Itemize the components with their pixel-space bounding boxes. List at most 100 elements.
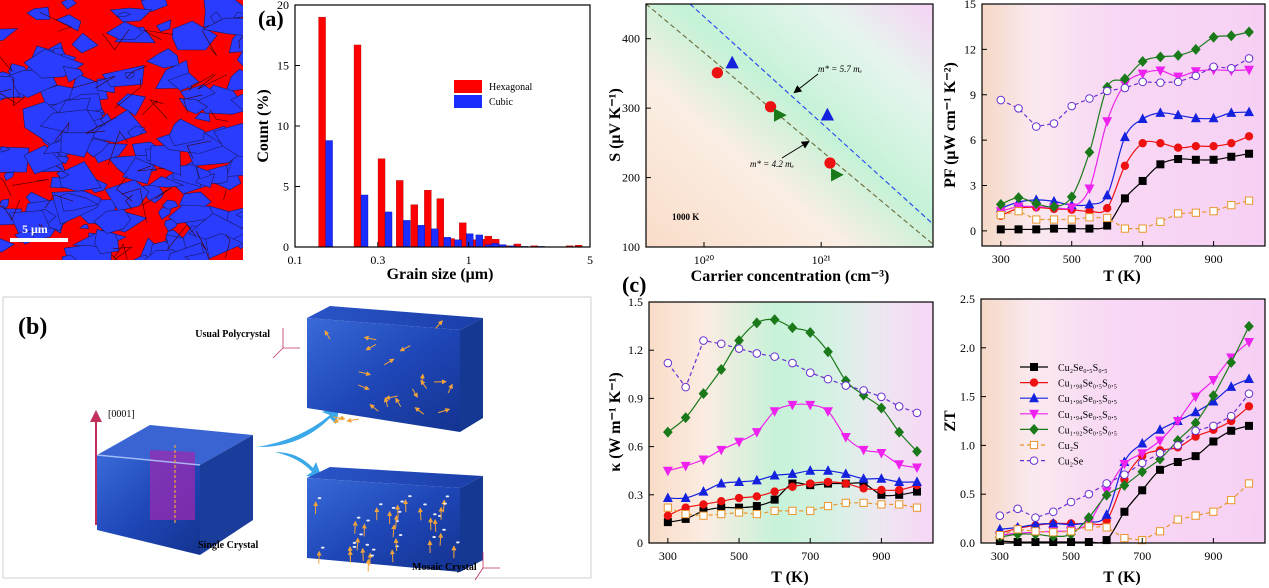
y-tick-label: 1.5 <box>628 295 643 309</box>
data-point <box>1191 155 1200 164</box>
data-point <box>1084 538 1093 547</box>
data-point <box>1208 112 1219 123</box>
data-point <box>663 358 673 368</box>
data-point <box>1244 402 1254 411</box>
data-point <box>1227 495 1236 505</box>
data-point <box>1103 204 1112 213</box>
orientation-arrow <box>432 518 438 532</box>
data-point <box>1014 225 1023 234</box>
crystal-schematic: (b) [0001] Single Crystal Usual Polycrys… <box>2 296 592 581</box>
data-point <box>716 478 727 488</box>
data-point <box>1102 523 1111 532</box>
data-point <box>1172 416 1183 427</box>
data-point <box>734 476 745 486</box>
cubic-grain <box>233 12 243 18</box>
cubic-grain <box>109 7 153 23</box>
grain-boundary <box>121 188 147 223</box>
c-axis-label: [0001] <box>108 409 135 420</box>
highlight <box>366 519 370 522</box>
data-point <box>820 107 835 121</box>
y-axis-title: S (μV K⁻¹) <box>607 88 624 162</box>
grain-boundary <box>44 194 74 209</box>
data-point <box>711 67 723 79</box>
y-tick-label: 300 <box>622 101 640 115</box>
annotation-m-5-7: m* = 5.7 mₑ <box>818 64 863 74</box>
grain-boundary <box>195 230 207 251</box>
cubic-grain <box>230 93 243 111</box>
data-point <box>770 487 779 496</box>
cubic-grain <box>236 50 243 67</box>
data-point <box>1101 489 1112 501</box>
data-point <box>764 101 777 113</box>
y-tick-label: 5 <box>283 180 289 194</box>
cubic-grain <box>56 170 70 179</box>
grain-boundary <box>142 29 174 40</box>
grain-boundary <box>114 78 142 109</box>
grain-boundary <box>110 254 118 260</box>
cubic-grain <box>142 183 165 204</box>
data-point <box>1031 513 1040 522</box>
y-tick-label: 200 <box>622 171 640 185</box>
annotation-arrow <box>793 73 819 94</box>
cubic-grain <box>23 144 64 175</box>
cubic-grain <box>105 21 144 41</box>
cubic-grain <box>167 72 200 92</box>
legend-marker <box>1029 440 1039 450</box>
bar-cubic <box>443 237 452 248</box>
cubic-grain <box>178 98 209 115</box>
data-point <box>841 498 850 507</box>
x-tick-label: 500 <box>1062 549 1080 563</box>
data-point <box>1138 486 1147 495</box>
series-line <box>999 393 1250 519</box>
axes-triad-icon <box>474 552 500 581</box>
data-point <box>1227 138 1236 148</box>
grain-boundary <box>224 234 231 259</box>
data-point <box>1049 201 1059 213</box>
panel-label-c: (c) <box>622 272 646 297</box>
data-point <box>805 465 816 475</box>
data-point <box>1190 406 1201 417</box>
data-point <box>1066 497 1076 507</box>
grain-boundary <box>107 130 129 166</box>
data-point <box>1191 141 1201 151</box>
data-point <box>859 484 868 493</box>
data-point <box>840 432 851 443</box>
data-point <box>1227 64 1236 73</box>
data-point <box>1209 207 1218 216</box>
data-point <box>680 492 691 503</box>
data-point <box>876 402 887 414</box>
data-point <box>1101 509 1112 519</box>
mosaic-crystal-label: Mosaic Crystal <box>412 562 477 573</box>
data-point <box>787 468 798 478</box>
grain-boundary <box>54 121 70 142</box>
bar-hexagonal <box>410 204 419 248</box>
cubic-grain <box>0 76 21 100</box>
highlight <box>320 546 325 549</box>
data-point <box>1085 94 1094 103</box>
data-point <box>1137 437 1148 448</box>
grain-boundary <box>0 177 12 197</box>
data-point <box>1226 107 1237 117</box>
legend-swatch <box>454 80 482 93</box>
data-point <box>823 407 833 417</box>
cubic-grain <box>158 207 172 220</box>
data-point <box>680 461 691 472</box>
cubic-grain <box>8 210 51 239</box>
data-point <box>1173 457 1182 466</box>
data-point <box>663 511 673 520</box>
highlight <box>443 502 447 505</box>
highlight <box>397 510 402 513</box>
data-point <box>823 477 833 487</box>
data-point <box>831 168 844 182</box>
x-tick-label: 500 <box>730 549 748 563</box>
bar-cubic <box>475 234 483 248</box>
data-point <box>1013 525 1022 534</box>
cubic-grain <box>116 11 132 18</box>
x-tick-label: 0.3 <box>370 253 385 267</box>
y-tick-label: 0.6 <box>628 440 643 454</box>
cubic-grain <box>59 192 99 212</box>
data-point <box>752 509 761 519</box>
data-point <box>1119 459 1130 470</box>
data-point <box>1191 71 1201 81</box>
cubic-grain <box>235 211 243 219</box>
